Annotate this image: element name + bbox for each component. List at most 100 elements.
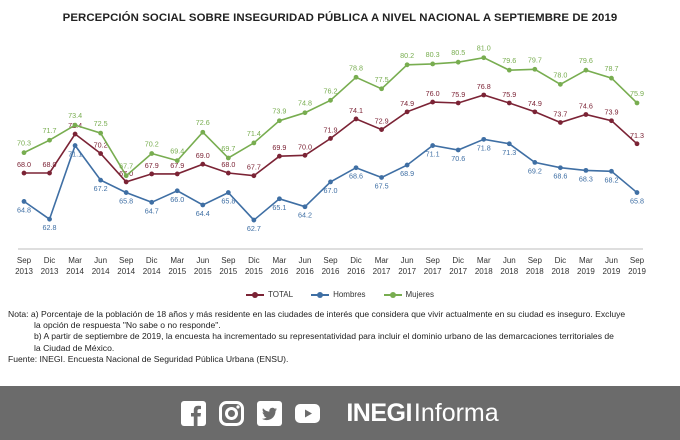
data-label-mujeres: 72.6: [196, 118, 210, 127]
data-point-hombres: [72, 143, 78, 148]
data-label-hombres: 64.8: [17, 205, 31, 214]
x-tick-label-year: 2019: [603, 267, 621, 276]
data-label-hombres: 68.6: [349, 172, 363, 181]
legend-swatch: [383, 291, 402, 298]
data-point-total: [328, 136, 333, 141]
data-label-hombres: 64.7: [145, 206, 159, 215]
data-label-mujeres: 71.7: [43, 126, 57, 135]
x-tick-label-year: 2018: [551, 267, 569, 276]
x-tick-label-year: 2015: [168, 267, 186, 276]
data-label-hombres: 65.1: [272, 203, 286, 212]
data-point-mujeres: [123, 173, 129, 179]
data-point-mujeres: [353, 74, 359, 80]
data-label-total: 67.7: [247, 163, 261, 172]
x-tick-label-year: 2016: [347, 267, 365, 276]
data-label-total: 70.0: [298, 142, 312, 151]
data-label-total: 67.9: [145, 161, 159, 170]
data-point-total: [174, 171, 180, 177]
data-point-total: [72, 131, 78, 137]
data-point-mujeres: [328, 97, 333, 103]
data-point-total: [430, 99, 436, 105]
x-tick-label-year: 2019: [577, 267, 595, 276]
data-label-mujeres: 79.6: [502, 56, 516, 65]
x-tick-label-month: Sep: [528, 256, 543, 265]
x-tick-label-year: 2014: [92, 267, 110, 276]
data-point-hombres: [47, 216, 52, 222]
data-label-mujeres: 67.7: [119, 162, 133, 171]
data-point-total: [98, 151, 104, 156]
data-label-mujeres: 78.0: [553, 70, 567, 79]
data-label-total: 70.2: [94, 141, 108, 150]
twitter-icon[interactable]: [257, 400, 283, 426]
data-point-mujeres: [532, 66, 538, 72]
line-chart: Sep 2013 Dic 2013 Mar 2014 Jun 2014 Sep 2014 Dic 20…: [15, 44, 646, 276]
x-tick-label-month: Dic: [146, 256, 158, 265]
data-point-hombres: [532, 160, 538, 165]
data-label-hombres: 66.0: [170, 195, 184, 204]
facebook-icon[interactable]: [181, 400, 207, 426]
data-point-mujeres: [455, 59, 461, 65]
data-point-hombres: [123, 190, 129, 195]
data-point-mujeres: [634, 100, 640, 106]
x-tick-label-year: 2016: [271, 267, 289, 276]
data-label-hombres: 68.2: [604, 175, 618, 184]
data-label-hombres: 64.2: [298, 211, 312, 220]
data-label-hombres: 65.8: [221, 197, 235, 206]
data-label-mujeres: 70.2: [145, 140, 159, 149]
data-label-mujeres: 73.4: [68, 111, 82, 120]
data-point-total: [379, 127, 384, 132]
brand-light: Informa: [413, 398, 499, 427]
data-label-mujeres: 79.6: [579, 56, 593, 65]
data-label-hombres: 64.4: [196, 209, 210, 218]
data-label-mujeres: 80.3: [426, 50, 440, 59]
brand-bold: INEGI: [346, 398, 412, 427]
data-label-total: 76.0: [426, 89, 440, 98]
data-label-mujeres: 72.5: [94, 119, 108, 128]
data-point-hombres: [557, 165, 563, 171]
data-label-mujeres: 77.5: [375, 75, 389, 84]
x-tick-label-month: Dic: [350, 256, 362, 265]
x-tick-label-month: Mar: [170, 256, 184, 265]
data-point-total: [21, 170, 27, 176]
social-icons: [181, 400, 321, 426]
legend-label: Mujeres: [405, 290, 434, 299]
instagram-icon[interactable]: [219, 400, 245, 426]
x-tick-label-month: Sep: [323, 256, 338, 265]
data-point-mujeres: [98, 130, 104, 136]
data-point-total: [251, 173, 257, 179]
x-tick-label-month: Mar: [68, 256, 82, 265]
data-label-hombres: 68.3: [579, 174, 593, 183]
legend-swatch: [246, 291, 265, 298]
data-label-mujeres: 74.8: [298, 99, 312, 108]
data-label-total: 75.9: [502, 90, 516, 99]
data-point-total: [404, 109, 410, 115]
x-tick-label-month: Dic: [452, 256, 464, 265]
data-point-hombres: [98, 177, 104, 183]
data-label-mujeres: 78.7: [604, 64, 618, 73]
data-point-mujeres: [379, 86, 384, 92]
data-point-hombres: [21, 199, 27, 204]
legend-item-hombres: Hombres: [311, 290, 366, 299]
data-label-total: 76.8: [477, 82, 491, 91]
data-point-mujeres: [149, 151, 155, 156]
x-tick-label-year: 2017: [398, 267, 416, 276]
data-point-total: [149, 171, 155, 177]
youtube-icon[interactable]: [295, 401, 321, 426]
x-tick-label-year: 2015: [194, 267, 212, 276]
data-label-hombres: 71.3: [502, 148, 516, 157]
data-label-hombres: 65.8: [119, 197, 133, 206]
x-tick-label-year: 2018: [526, 267, 544, 276]
data-label-mujeres: 80.2: [400, 51, 414, 60]
data-point-total: [353, 116, 359, 122]
data-label-mujeres: 79.7: [528, 55, 542, 64]
data-label-total: 72.9: [375, 117, 389, 126]
data-label-mujeres: 70.3: [17, 139, 31, 148]
note-b-line1: b) A partir de septiembre de 2019, la en…: [34, 331, 614, 342]
x-tick-label-month: Sep: [221, 256, 236, 265]
data-point-total: [609, 118, 614, 124]
x-tick-label-year: 2016: [322, 267, 340, 276]
data-label-hombres: 67.5: [375, 181, 389, 190]
data-point-hombres: [583, 167, 589, 173]
x-tick-label-year: 2016: [296, 267, 314, 276]
data-label-total: 73.7: [553, 109, 567, 118]
